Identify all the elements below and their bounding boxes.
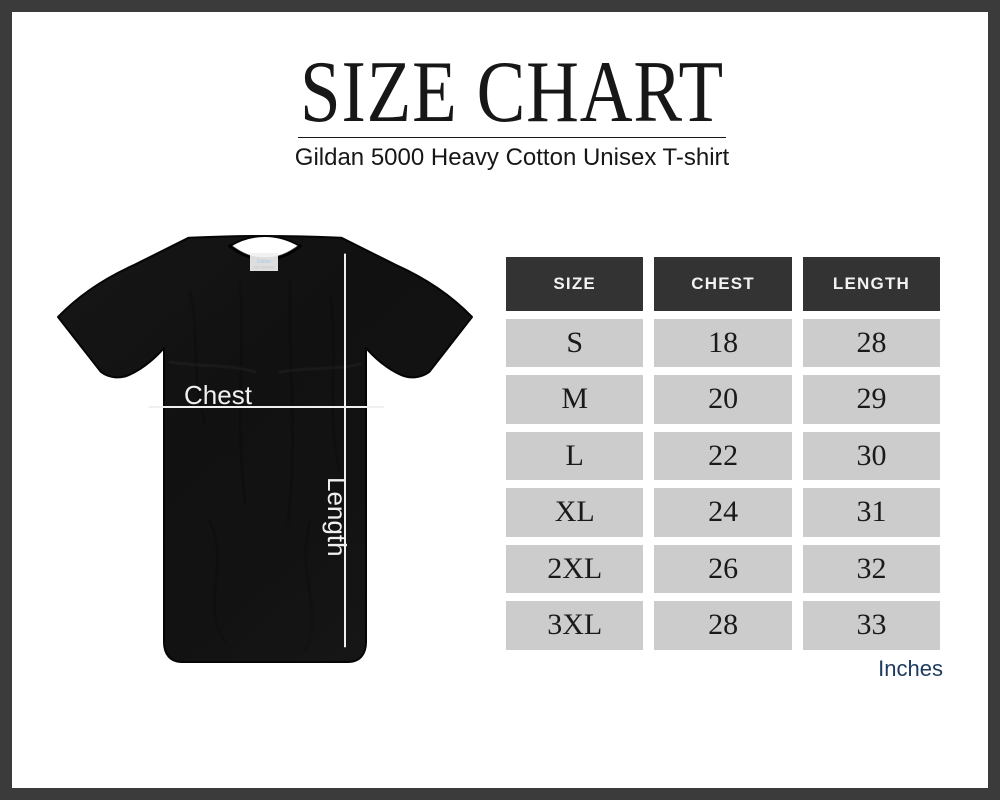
svg-text:Chest: Chest xyxy=(184,380,253,410)
svg-text:Length: Length xyxy=(322,477,352,557)
svg-text:ACTIVEWEAR: ACTIVEWEAR xyxy=(253,266,275,270)
svg-text:Gildan: Gildan xyxy=(257,259,272,265)
